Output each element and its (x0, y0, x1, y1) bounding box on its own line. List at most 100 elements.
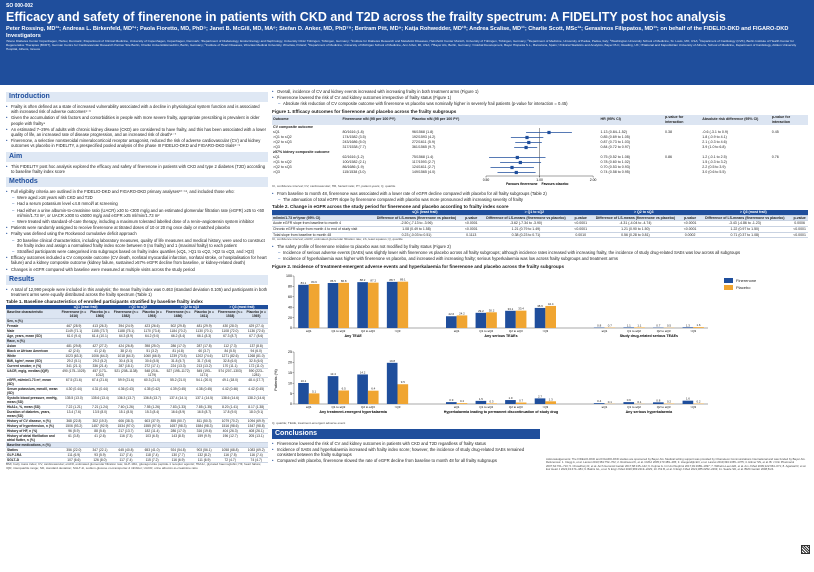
table1-row-label: Statins (6, 447, 60, 454)
table1-cell: 41 (2.6) (88, 433, 112, 444)
table-row: UACR, mg/g, median (IQR) 490 (175–1025) 45… (6, 368, 268, 379)
forest-spacer (341, 175, 410, 185)
forest-row: ≤Q1 62/1616 (1.2) 75/1568 (1.4) 0.75 (0.52 … (272, 155, 808, 160)
table1-arm-header: Finerenone (n = 1686) (163, 309, 193, 320)
table1-cell: 4.42 (0.45) (244, 386, 268, 397)
forest-hr: 0.75 (0.52 to 1.08) (600, 154, 630, 159)
table1-label-header: Baseline characteristic (6, 309, 60, 320)
safety-bullets: The safety profile of finerenone relativ… (272, 244, 808, 262)
forest-hr: 0.85 (0.69 to 1.05) (600, 134, 630, 139)
top-panel-y-tick-label: 100 (286, 274, 292, 278)
forest-pla: 272/1611 (5.9) (411, 139, 436, 144)
forest-spacer (771, 175, 808, 185)
bottom-panel-bar-placebo (515, 402, 527, 404)
table1-cell: 1584 (98.3) (192, 423, 216, 430)
bottom-panel-bar-label: 0.4 (460, 399, 464, 403)
table1-cell: 111 (6.9) (59, 452, 89, 459)
table1-cell: 606 (38.3) (111, 418, 141, 425)
forest-pint: 0.38 (665, 129, 673, 134)
table1-cell: 1108 (72.0) (215, 328, 245, 335)
table1-cell: 13.4 (7.6) (59, 409, 89, 420)
forest-fin: 115/1538 (3.0) (342, 169, 366, 174)
forest-pla: 361/1565 (9.7) (411, 144, 436, 149)
forest-pla: 149/1565 (4.0) (411, 169, 436, 174)
top-panel-category-label: Q2 to ≤Q3 (361, 329, 375, 333)
bottom-panel-bar-label: 9.5 (401, 380, 405, 384)
table1-cell: 64.3 (8.9) (111, 333, 141, 340)
table1-quartile-header: > Q2 to ≤Q3 (163, 305, 216, 311)
bottom-panel-bar-label: 0.1 (637, 400, 641, 404)
top-panel-bar-label: 29.2 (478, 309, 484, 313)
sub-bullet-item: The attenuation of total eGFR slope by f… (272, 197, 808, 202)
top-panel-bar-label: 33.1 (508, 307, 514, 311)
forest-quartile: >Q1 to ≤Q2 (273, 159, 292, 164)
forest-pla: 192/1593 (4.2) (411, 134, 436, 139)
bottom-panel-category-label: >Q3 (542, 405, 548, 409)
forest-tick-label: 0.50 (483, 178, 490, 182)
table1-cell: 4.36 (0.43) (111, 386, 141, 397)
table1-cell: 138.6 (14.6) (215, 395, 245, 406)
baseline-table: ≤Q1 (least frail) > Q1 to ≤Q2 > Q2 to ≤Q3 >… (6, 305, 268, 464)
bottom-panel-y-tick-label: 15 (288, 371, 292, 375)
forest-arr: 3.9 (1.0 to 6.8) (702, 144, 726, 149)
table1-cell: 117 (7.4) (111, 452, 141, 459)
table1-cell: 116 (7.3) (111, 433, 141, 444)
legend-item-finerenone: Finerenone (724, 278, 756, 283)
table1-cell: 111 (6.9) (192, 457, 216, 464)
bottom-panel-bar-label: 0.2 (697, 399, 701, 403)
forest-hr: 0.87 (0.73 to 1.03) (600, 139, 630, 144)
table1-cell: 116 (7.5) (215, 452, 245, 459)
bottom-panel-bar-label: 13.4 (330, 372, 336, 376)
forest-header-fin: Finerenone n/N (95 per 100 PY) (341, 114, 411, 125)
table1-cell: 413 (26.3) (88, 323, 112, 330)
bullet-item: Frailty was defined using the Rockwood c… (6, 231, 268, 236)
forest-spacer (701, 175, 770, 185)
table-row: Female 467 (28.9) 413 (26.3) 394 (24.9) 423 … (6, 323, 268, 330)
table1-cell: 49.1 (18.0) (215, 377, 245, 388)
table1-cell: 811 (50.3) (192, 418, 216, 425)
table1-cell: 136.3 (13.7) (111, 395, 141, 406)
top-panel-bar-placebo (545, 305, 557, 328)
forest-row: >Q1 to ≤Q2 100/1582 (2.1) 117/1593 (2.7) 0.… (272, 160, 808, 165)
bottom-panel-bar-label: 0.2 (667, 399, 671, 403)
top-panel-bar-finerenone (357, 281, 368, 328)
bullet-item: The safety profile of finerenone relativ… (272, 244, 808, 249)
qr-code-icon[interactable] (801, 545, 810, 554)
forest-pint2: 0.45 (771, 129, 779, 134)
table1-cell: 336 (21.4) (88, 363, 112, 370)
poster-id: SO 000-002 (6, 3, 33, 9)
table1-row-label: White (6, 353, 60, 360)
top-panel-category-label: Q1 to ≤Q2 (479, 329, 493, 333)
top-panel-y-tick-label: 60 (288, 295, 292, 299)
forest-group-name: CV composite outcome (273, 124, 313, 129)
table1-cell: 29.2 (5.2) (88, 358, 112, 365)
forest-row: >Q1 to ≤Q2 174/1582 (3.5) 192/1593 (4.2) 0.… (272, 135, 808, 140)
y-axis-label: Patients (%) (273, 368, 278, 390)
bottom-panel-bar-finerenone (445, 401, 457, 404)
table2-cell: 0.38 (0.23 to 0.71) (479, 232, 573, 239)
left-column: Introduction Frailty is often defined as… (6, 89, 268, 471)
top-panel-bar-label: 0.5 (667, 324, 671, 328)
table1-cell: 1023 (63.3) (59, 353, 89, 360)
forest-header-arr: Absolute risk difference (95% CI) (701, 114, 771, 125)
table1-cell: 341 (21.1) (59, 363, 89, 370)
bullet-item: Changes in eGFR compared with baseline w… (6, 267, 268, 272)
forest-hr: 1.13 (0.84–1.52) (600, 129, 627, 134)
table2-sub-header: p-value (462, 215, 480, 222)
table1-cell: 653 (41.0) (140, 447, 164, 454)
forest-point-marker (524, 145, 529, 149)
top-panel-category-label: Q2 to ≤Q3 (657, 329, 671, 333)
table1-cell: 457 (173–1012) (88, 368, 112, 379)
top-panel-bar-label: 38.6 (537, 304, 543, 308)
table-row: History of hypertension, n (%) 1506 (93.2… (6, 423, 268, 430)
table1-cell: 7.85 (1.35) (192, 404, 216, 411)
legend-swatch-placebo (724, 285, 733, 291)
bullet-item: Full eligibility criteria are outlined i… (6, 189, 268, 194)
results-heading: Results (6, 274, 268, 285)
table-row: Acute eGFR slope from baseline to month … (272, 220, 808, 227)
table1-cell: 1094 (69.9) (244, 418, 268, 425)
table1-cell: 521 (208–1138) (111, 368, 141, 379)
bottom-panel-bar-placebo (456, 402, 468, 404)
bottom-panel-category-label: >Q3 (395, 405, 401, 409)
